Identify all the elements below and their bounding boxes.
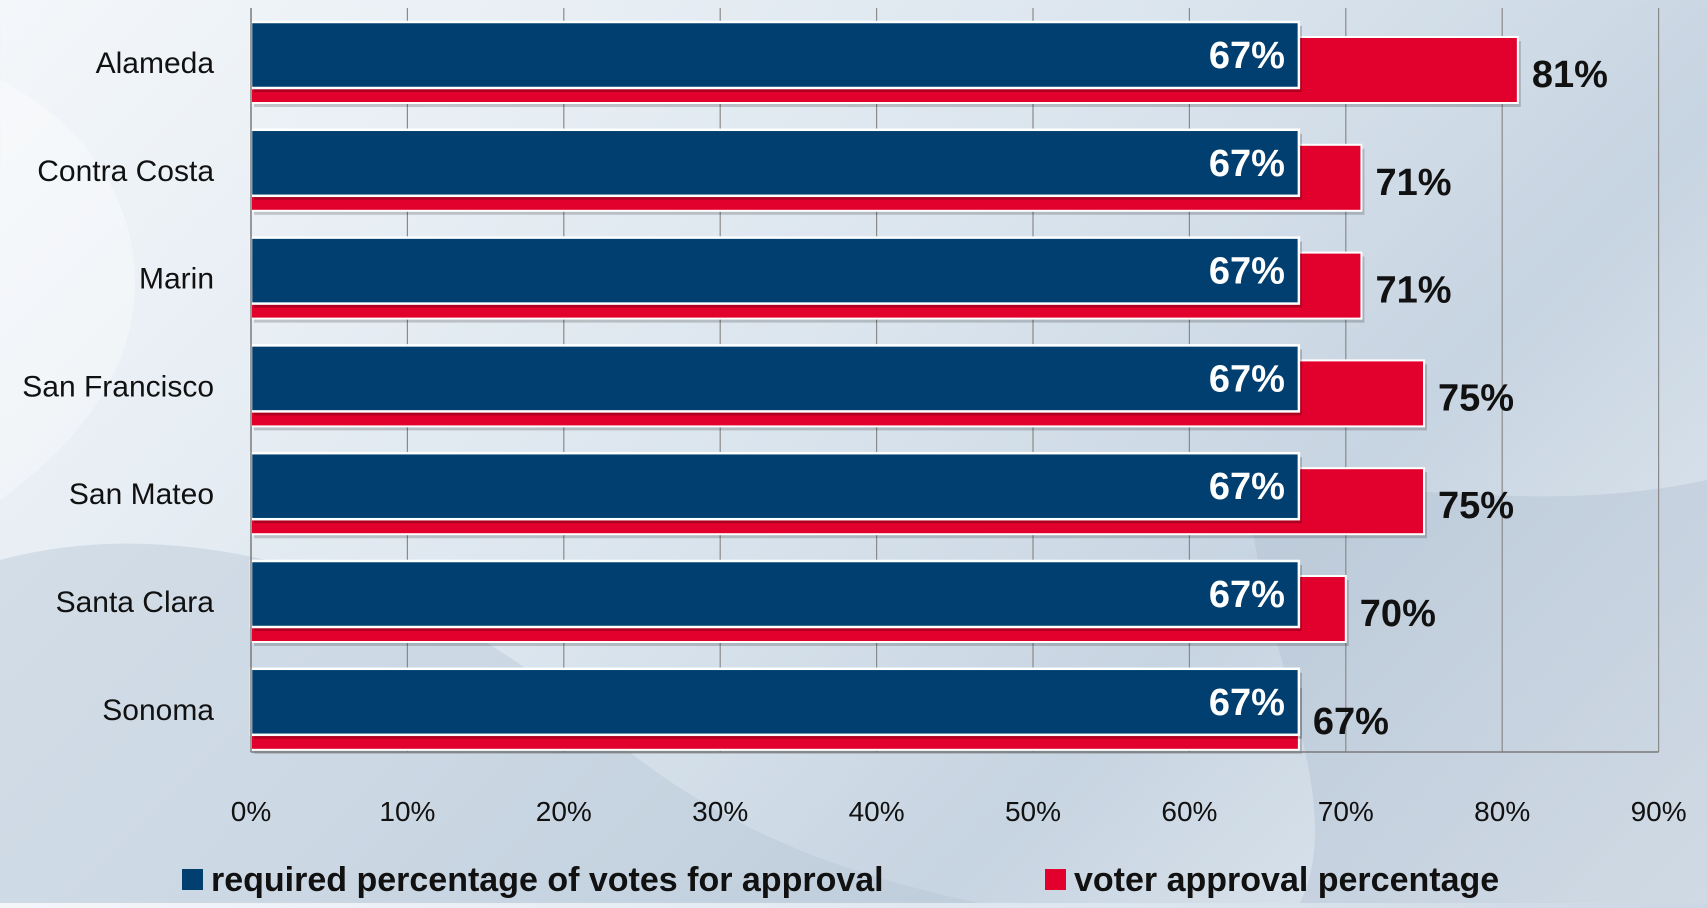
x-tick-label: 50% xyxy=(1005,796,1061,827)
data-label-required: 67% xyxy=(1209,251,1285,293)
bar-required xyxy=(249,128,1301,198)
data-label-required: 67% xyxy=(1209,35,1285,77)
y-tick-label: Marin xyxy=(139,263,214,296)
legend: required percentage of votes for approva… xyxy=(182,861,1499,899)
background-shape xyxy=(1250,480,1707,903)
legend-swatch xyxy=(1045,869,1066,890)
data-label-required: 67% xyxy=(1209,466,1285,508)
y-tick-label: San Mateo xyxy=(69,478,214,511)
legend-label: voter approval percentage xyxy=(1074,861,1499,899)
data-label-voter-approval: 70% xyxy=(1360,593,1436,635)
data-label-required: 67% xyxy=(1209,143,1285,185)
x-tick-label: 20% xyxy=(536,796,592,827)
x-tick-label: 40% xyxy=(849,796,905,827)
x-tick-label: 0% xyxy=(231,796,271,827)
data-label-voter-approval: 71% xyxy=(1375,162,1451,204)
data-label-required: 67% xyxy=(1209,574,1285,616)
x-tick-label: 10% xyxy=(379,796,435,827)
data-label-required: 67% xyxy=(1209,682,1285,724)
bar-required xyxy=(249,344,1301,413)
bar-required xyxy=(249,667,1301,737)
y-tick-label: Contra Costa xyxy=(37,155,214,188)
data-label-voter-approval: 75% xyxy=(1438,377,1514,419)
bar-required xyxy=(249,236,1301,305)
bar-required xyxy=(249,20,1301,90)
bars: 67% 81% 67% 71% 67% 71% 67% 75% 67% 75% 67% 70% 67% 6… xyxy=(249,20,1608,754)
x-tick-label: 60% xyxy=(1161,796,1217,827)
legend-label: required percentage of votes for approva… xyxy=(211,861,884,899)
y-tick-label: Sonoma xyxy=(102,694,214,727)
data-label-required: 67% xyxy=(1209,358,1285,400)
y-tick-label: Santa Clara xyxy=(56,586,215,619)
data-label-voter-approval: 75% xyxy=(1438,485,1514,527)
x-tick-label: 30% xyxy=(692,796,748,827)
y-tick-label: San Francisco xyxy=(22,370,214,403)
bar-required xyxy=(249,559,1301,629)
x-tick-label: 90% xyxy=(1631,796,1687,827)
y-tick-label: Alameda xyxy=(96,47,215,80)
data-label-voter-approval: 81% xyxy=(1532,54,1608,96)
data-label-voter-approval: 71% xyxy=(1375,270,1451,312)
legend-swatch xyxy=(182,869,203,890)
bar-required xyxy=(249,451,1301,521)
x-tick-label: 80% xyxy=(1474,796,1530,827)
data-label-voter-approval: 67% xyxy=(1313,701,1389,743)
background-shape xyxy=(0,80,135,500)
axes: Alameda Contra Costa Marin San Francisco San… xyxy=(22,8,1687,827)
x-tick-label: 70% xyxy=(1318,796,1374,827)
